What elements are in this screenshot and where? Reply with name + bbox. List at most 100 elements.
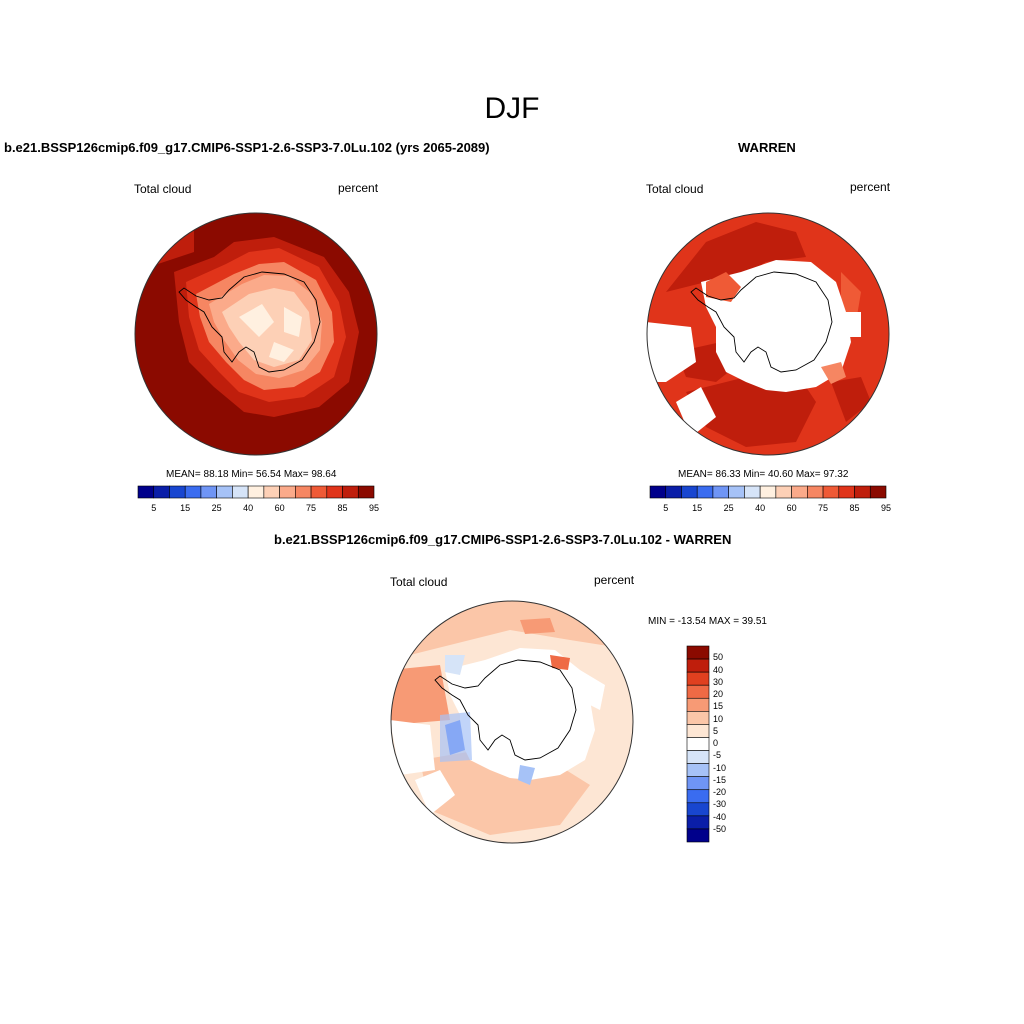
panel1-polar-map [134, 212, 378, 456]
panel3-colorbar-tick-label: 10 [713, 713, 724, 724]
panel2-case-title: WARREN [738, 140, 796, 155]
panel1-colorbar-box [342, 485, 359, 499]
panel2-colorbar [649, 485, 887, 499]
panel2-colorbar-box [681, 485, 698, 499]
panel2-colorbar-tick-label: 15 [692, 503, 703, 513]
panel1-case-title: b.e21.BSSP126cmip6.f09_g17.CMIP6-SSP1-2.… [4, 140, 490, 155]
panel2-units-label: percent [850, 180, 891, 194]
panel2-field-gap-a [647, 322, 696, 382]
panel1-units-label: percent [338, 181, 379, 195]
panel2-field-patch-a [706, 272, 741, 302]
figure-title: DJF [484, 92, 540, 125]
panel3-colorbar-tick-label: -5 [713, 750, 722, 761]
panel2-polar-map [646, 212, 890, 456]
panel3-colorbar-box [686, 697, 710, 712]
panel3-colorbar [686, 645, 710, 843]
panel3-field-negative-b [440, 712, 472, 762]
panel3-colorbar-tick-label: -10 [713, 762, 727, 773]
panel3-colorbar-tick-label: -30 [713, 799, 727, 810]
panel1-colorbar-box [247, 485, 265, 499]
panel3-colorbar-tick-label: 20 [713, 689, 724, 699]
panel3-colorbar-ticks: 50 40 30 20 15 10 5 0 -5 -10 -15 -20 -30 -40 -50 [713, 646, 753, 842]
panel1-colorbar [137, 485, 375, 499]
panel3-colorbar-tick-label: -40 [713, 811, 727, 822]
panel2-map-border [646, 212, 890, 456]
panel1-colorbar-tick-label: 85 [337, 503, 348, 513]
panel2-colorbar-tick-label: 60 [786, 503, 797, 513]
panel3-colorbar-box [686, 737, 710, 751]
panel2-colorbar-box [854, 485, 871, 499]
panel2-field-band-e [841, 272, 861, 322]
panel1-antarctica-coastline [178, 271, 321, 373]
panel3-field-gap-a [391, 720, 435, 775]
panel2-colorbar-box [838, 485, 855, 499]
panel3-colorbar-tick-label: 0 [713, 738, 719, 748]
panel1-colorbar-box [310, 485, 328, 499]
panel3-colorbar-box [686, 684, 710, 699]
panel1-colorbar-box [137, 485, 155, 499]
panel2-colorbar-tick-label: 75 [818, 503, 829, 513]
panel3-polar-map [390, 600, 634, 844]
panel2-colorbar-tick-label: 40 [755, 503, 766, 513]
panel2-colorbar-box [696, 485, 714, 499]
panel3-colorbar-box [686, 724, 710, 738]
panel3-case-title: b.e21.BSSP126cmip6.f09_g17.CMIP6-SSP1-2.… [274, 532, 732, 547]
panel1-colorbar-box [279, 485, 296, 499]
panel1-colorbar-box [216, 485, 233, 499]
panel1-colorbar-tick-label: 15 [180, 503, 191, 513]
panel2-colorbar-box [791, 485, 808, 499]
panel1-colorbar-box [200, 485, 217, 499]
panel3-map-border [390, 600, 634, 844]
panel1-colorbar-box [295, 485, 312, 499]
panel3-variable-label: Total cloud [390, 575, 448, 589]
panel3-colorbar-box [686, 802, 710, 817]
panel3-stats: MIN = -13.54 MAX = 39.51 [648, 616, 767, 627]
panel2-colorbar-box [728, 485, 745, 499]
panel1-colorbar-tick-label: 95 [368, 503, 380, 513]
panel3-field-positive-a [550, 655, 570, 670]
panel2-colorbar-box [775, 485, 792, 499]
panel2-colorbar-box [869, 485, 887, 499]
panel1-colorbar-tick-label: 60 [274, 503, 285, 513]
panel2-colorbar-box [665, 485, 682, 499]
panel3-colorbar-box [686, 763, 710, 777]
panel1-stats: MEAN= 88.18 Min= 56.54 Max= 98.64 [166, 469, 337, 480]
panel3-colorbar-tick-label: 50 [713, 652, 724, 663]
panel1-field-core-b [284, 307, 302, 337]
panel2-colorbar-box [822, 485, 840, 499]
panel1-colorbar-box [357, 485, 375, 499]
panel1-colorbar-tick-label: 75 [306, 503, 317, 513]
panel3-colorbar-tick-label: 15 [713, 701, 724, 712]
panel1-colorbar-box [184, 485, 202, 499]
panel2-colorbar-tick-label: 5 [663, 503, 669, 513]
panel1-variable-label: Total cloud [134, 182, 192, 196]
panel1-map-border [134, 212, 378, 456]
panel2-colorbar-ticks: 5 15 25 40 60 75 85 95 [650, 503, 891, 515]
panel3-colorbar-box [686, 711, 710, 725]
panel1-colorbar-box [153, 485, 170, 499]
panel3-colorbar-tick-label: -20 [713, 787, 727, 797]
panel1-colorbar-box [263, 485, 280, 499]
panel3-colorbar-tick-label: 5 [713, 725, 719, 736]
panel3-field-positive-b [520, 618, 555, 634]
panel2-colorbar-box [759, 485, 777, 499]
panel2-colorbar-box [712, 485, 729, 499]
panel3-field-negative-d [518, 765, 535, 785]
panel2-colorbar-box [649, 485, 667, 499]
panel2-colorbar-box [744, 485, 761, 499]
panel3-colorbar-box [686, 828, 710, 843]
panel1-colorbar-box [326, 485, 343, 499]
panel2-field-band-a [666, 222, 806, 292]
panel3-colorbar-tick-label: -15 [713, 774, 727, 785]
panel2-variable-label: Total cloud [646, 182, 704, 196]
panel3-antarctica-coastline [434, 659, 577, 761]
panel2-antarctica-coastline [690, 271, 833, 373]
panel3-colorbar-box [686, 750, 710, 764]
panel3-field-gap-b [415, 770, 455, 815]
panel2-field-band-d [831, 377, 871, 422]
panel2-stats: MEAN= 86.33 Min= 40.60 Max= 97.32 [678, 469, 849, 480]
panel1-colorbar-tick-label: 25 [211, 503, 222, 513]
panel2-colorbar-tick-label: 25 [723, 503, 734, 513]
panel2-colorbar-tick-label: 85 [849, 503, 860, 513]
panel3-colorbar-tick-label: 40 [713, 664, 724, 675]
